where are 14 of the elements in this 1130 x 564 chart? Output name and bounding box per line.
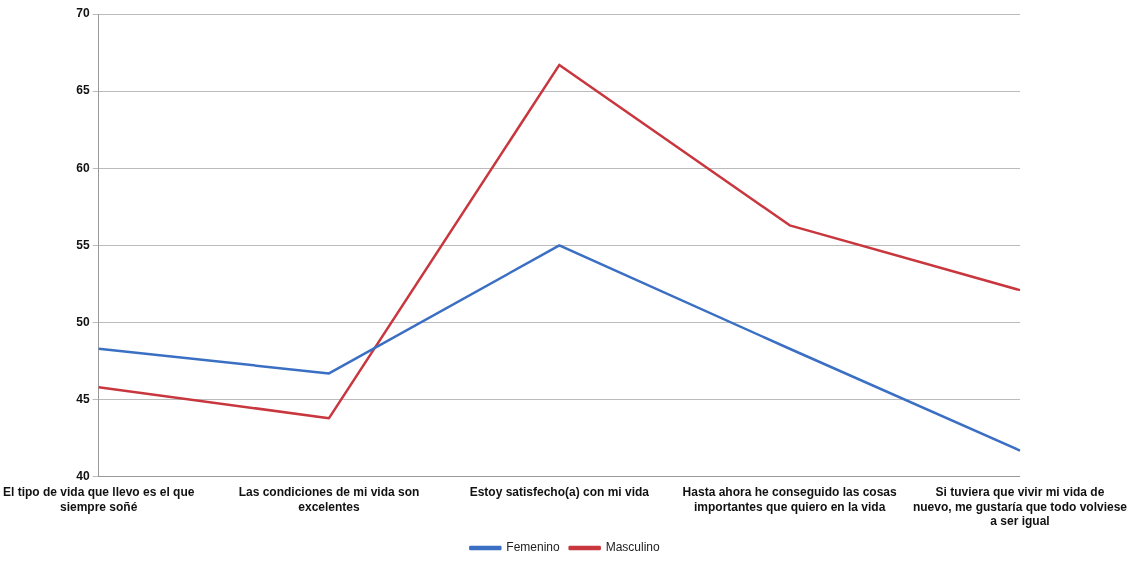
y-tick-label: 70 <box>76 6 91 21</box>
y-tick-label: 65 <box>76 83 91 98</box>
x-tick-label: El tipo de vida que llevo es el que siempre soñé <box>3 485 195 514</box>
x-tick-label: Las condiciones de mi vida son excelentes <box>238 485 420 514</box>
legend-label: Femenino <box>506 540 560 555</box>
y-tick-label: 55 <box>76 237 91 252</box>
y-tick-label: 50 <box>76 314 91 329</box>
y-tick-label: 45 <box>76 391 91 406</box>
y-tick-label: 60 <box>76 160 91 175</box>
x-tick-label: Hasta ahora he conseguido las cosas importantes que quiero en la vida <box>682 485 898 514</box>
x-tick-label: Estoy satisfecho(a) con mi vida <box>469 485 650 500</box>
y-tick-label: 40 <box>76 469 91 484</box>
legend-label: Masculino <box>605 540 661 555</box>
x-tick-label: Si tuviera que vivir mi vida de nuevo, me gustaría que todo volviese a ser igual <box>912 485 1128 529</box>
